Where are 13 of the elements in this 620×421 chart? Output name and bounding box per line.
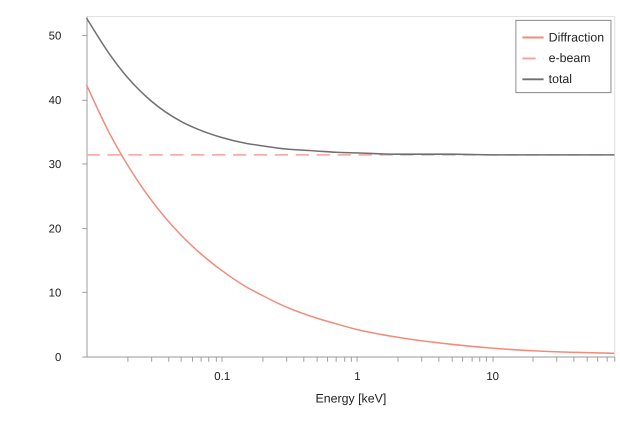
y-tick-label: 30 [48, 159, 62, 172]
legend-label: Diffraction [548, 30, 604, 44]
y-tick-label: 40 [48, 94, 62, 107]
x-axis-title: Energy [keV] [316, 392, 386, 406]
y-tick-label: 0 [54, 352, 62, 364]
legend-label: e-beam [548, 51, 591, 66]
x-tick-label: 0.1 [214, 370, 230, 383]
y-tick-label: 10 [48, 288, 62, 300]
x-tick-label: 10 [486, 370, 499, 383]
y-tick-label: 20 [48, 223, 62, 236]
legend-label: total [548, 72, 572, 86]
x-tick-label: 1 [354, 370, 361, 383]
y-tick-label: 50 [48, 30, 62, 43]
